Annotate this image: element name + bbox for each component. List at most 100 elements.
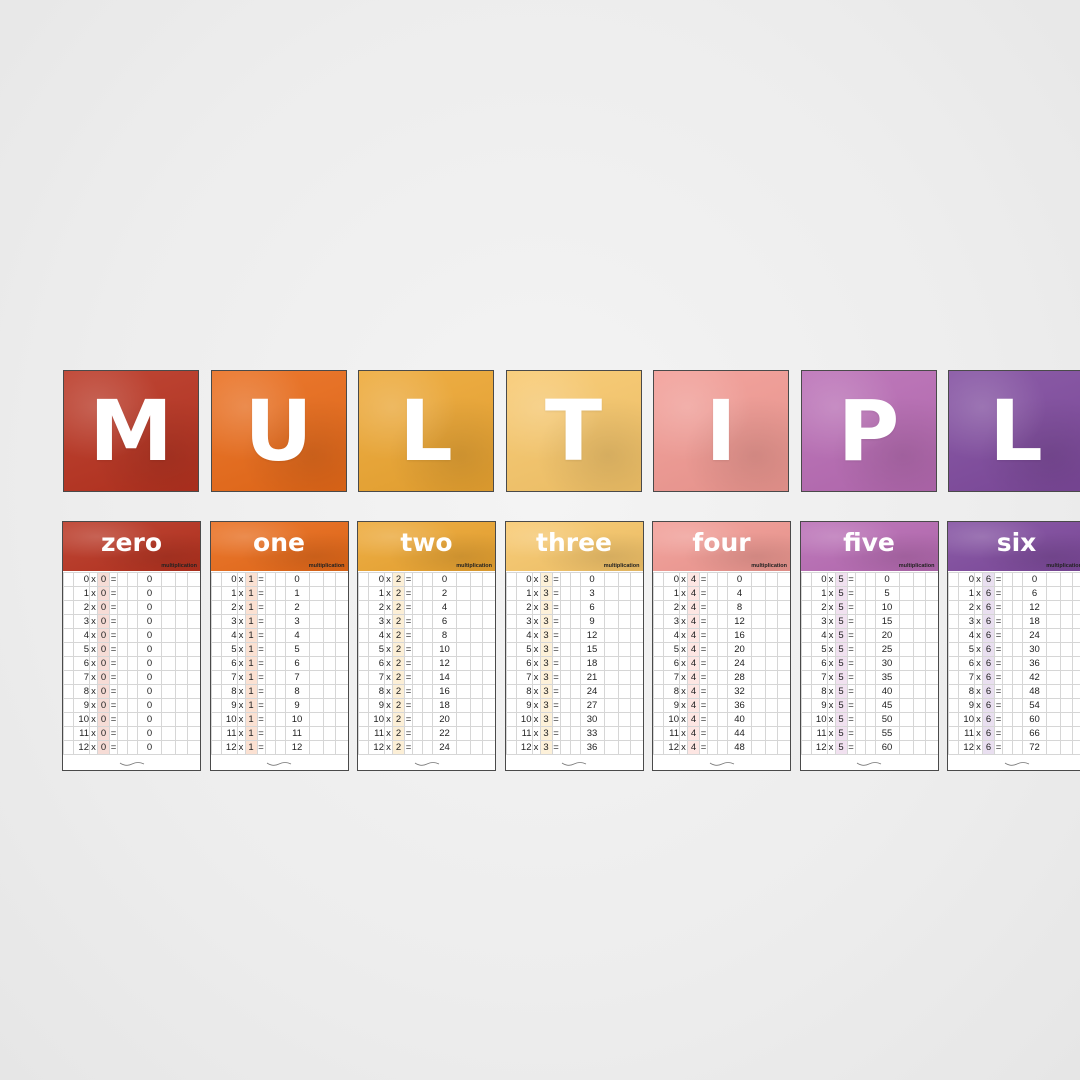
grid-cell [412, 740, 423, 755]
product-cell: 24 [1022, 628, 1047, 643]
factor-cell: 1 [958, 586, 975, 601]
equals-sign: = [256, 600, 266, 615]
grid-cell [1072, 600, 1080, 615]
equals-sign: = [256, 614, 266, 629]
grid-cell [422, 712, 433, 727]
grid-cell [117, 614, 128, 629]
equals-sign: = [109, 670, 118, 685]
multiplier-cell: 4 [687, 740, 700, 755]
grid-cell [308, 600, 324, 615]
multiplier-cell: 3 [539, 642, 553, 657]
equals-sign: = [256, 628, 266, 643]
grid-cell [264, 698, 276, 713]
table-row: 7 x 1 = 7 [210, 670, 348, 685]
product-cell: 45 [874, 698, 900, 713]
grid-cell [1060, 642, 1073, 657]
factor-cell: 12 [810, 740, 828, 755]
card-subtitle: multiplication [751, 563, 787, 569]
banner-letter: L [399, 382, 453, 480]
grid-cell [800, 586, 812, 601]
times-table-grid: 0 x 0 = 0 1 x 0 = 0 2 x 0 = 0 3 x 0 = 0 4 x 0 = 0 5 x 0 = 0 6 x 0 = 0 7 x 0 = 0… [63, 572, 200, 755]
multiplier-cell: 0 [97, 684, 110, 699]
multiplier-cell: 2 [392, 712, 405, 727]
grid-cell [161, 726, 176, 741]
grid-cell [864, 684, 876, 699]
grid-cell [274, 586, 286, 601]
grid-cell [898, 572, 914, 587]
times-sign: x [826, 628, 836, 643]
product-cell: 66 [1022, 726, 1047, 741]
grid-cell [358, 726, 369, 741]
table-row: 3 x 6 = 18 [948, 614, 1080, 629]
factor-cell: 2 [958, 600, 975, 615]
grid-cell [854, 684, 866, 699]
multiplier-cell: 2 [392, 726, 405, 741]
equals-sign: = [404, 572, 413, 587]
grid-cell [751, 712, 766, 727]
equals-sign: = [699, 740, 708, 755]
equals-sign: = [699, 656, 708, 671]
paint-texture [359, 371, 493, 491]
grid-cell [717, 586, 728, 601]
grid-cell [322, 628, 336, 643]
product-cell: 1 [284, 586, 310, 601]
product-cell: 6 [284, 656, 310, 671]
card-header: five multiplication [800, 522, 938, 571]
times-table-card-zero: zero multiplication 0 x 0 = 0 1 x 0 = 0 2 x 0 = 0 3 x 0 = 0 4 x… [62, 521, 201, 771]
equals-sign: = [109, 586, 118, 601]
table-row: 6 x 6 = 36 [948, 656, 1080, 671]
equals-sign: = [994, 656, 1003, 671]
grid-cell [175, 628, 188, 643]
product-cell: 0 [137, 572, 162, 587]
equals-sign: = [699, 628, 708, 643]
times-sign: x [531, 642, 541, 657]
table-row: 8 x 3 = 24 [505, 684, 643, 699]
equals-sign: = [256, 670, 266, 685]
grid-cell [559, 670, 571, 685]
grid-cell [505, 740, 517, 755]
times-sign: x [384, 670, 393, 685]
times-sign: x [531, 614, 541, 629]
grid-cell [117, 642, 128, 657]
grid-cell [653, 572, 664, 587]
grid-cell [187, 712, 200, 727]
factor-cell: 11 [220, 726, 238, 741]
grid-cell [308, 628, 324, 643]
product-cell: 0 [137, 712, 162, 727]
grid-cell [322, 726, 336, 741]
factor-cell: 12 [515, 740, 533, 755]
grid-cell [898, 684, 914, 699]
grid-cell [707, 726, 718, 741]
grid-cell [569, 614, 581, 629]
equals-sign: = [994, 600, 1003, 615]
times-sign: x [89, 600, 98, 615]
times-sign: x [236, 726, 246, 741]
times-sign: x [89, 726, 98, 741]
table-row: 8 x 6 = 48 [948, 684, 1080, 699]
equals-sign: = [846, 642, 856, 657]
grid-cell [482, 726, 495, 741]
multiplier-cell: 3 [539, 586, 553, 601]
factor-cell: 9 [810, 698, 828, 713]
times-table-grid: 0 x 5 = 0 1 x 5 = 5 2 x 5 = 10 3 x 5 = 15 4 x 5 = 20 5 x 5 = 25 6 x 5 = 30… [800, 572, 938, 755]
table-row: 1 x 5 = 5 [800, 586, 938, 601]
grid-cell [482, 628, 495, 643]
grid-cell [175, 684, 188, 699]
grid-cell [617, 572, 631, 587]
grid-cell [175, 656, 188, 671]
table-row: 11 x 4 = 44 [653, 726, 790, 741]
grid-cell [1060, 614, 1073, 629]
grid-cell [334, 628, 348, 643]
table-row: 6 x 1 = 6 [210, 656, 348, 671]
grid-cell [175, 712, 188, 727]
grid-cell [707, 684, 718, 699]
grid-cell [629, 614, 643, 629]
grid-cell [505, 726, 517, 741]
squiggle-decoration [561, 762, 587, 766]
grid-cell [482, 684, 495, 699]
equals-sign: = [994, 712, 1003, 727]
grid-cell [1072, 684, 1080, 699]
factor-cell: 7 [515, 670, 533, 685]
times-sign: x [679, 600, 688, 615]
factor-cell: 12 [663, 740, 680, 755]
